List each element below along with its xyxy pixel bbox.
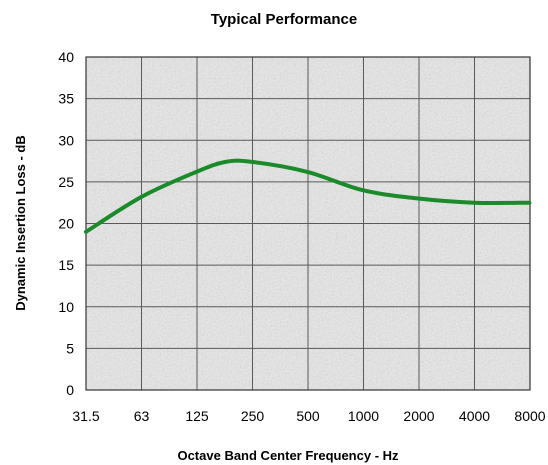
y-tick-label: 40	[58, 49, 74, 65]
x-tick-label: 1000	[348, 408, 379, 424]
y-tick-label: 0	[66, 382, 74, 398]
plot-frame	[85, 56, 531, 391]
x-tick-label: 63	[134, 408, 150, 424]
grid-lines	[86, 57, 530, 390]
y-axis-label: Dynamic Insertion Loss - dB	[13, 135, 28, 311]
y-tick-label: 20	[58, 216, 74, 232]
series-layer	[84, 158, 532, 234]
x-tick-label: 125	[185, 408, 209, 424]
y-tick-label: 10	[58, 299, 74, 315]
x-tick-label: 4000	[459, 408, 490, 424]
y-tick-label: 30	[58, 132, 74, 148]
y-tick-label: 5	[66, 340, 74, 356]
x-tick-label: 250	[241, 408, 265, 424]
y-tick-label: 25	[58, 174, 74, 190]
x-tick-label: 31.5	[72, 408, 99, 424]
y-tick-label: 35	[58, 91, 74, 107]
x-tick-label: 500	[296, 408, 320, 424]
y-tick-label: 15	[58, 257, 74, 273]
x-axis-ticks: 31.5 63 125 250 500 1000 2000 4000 8000	[72, 408, 545, 424]
x-tick-label: 2000	[403, 408, 434, 424]
series-line	[84, 158, 532, 234]
y-axis-ticks: 0 5 10 15 20 25 30 35 40	[58, 49, 74, 398]
chart-title: Typical Performance	[211, 11, 357, 28]
x-axis-label: Octave Band Center Frequency - Hz	[177, 448, 399, 463]
x-tick-label: 8000	[514, 408, 545, 424]
